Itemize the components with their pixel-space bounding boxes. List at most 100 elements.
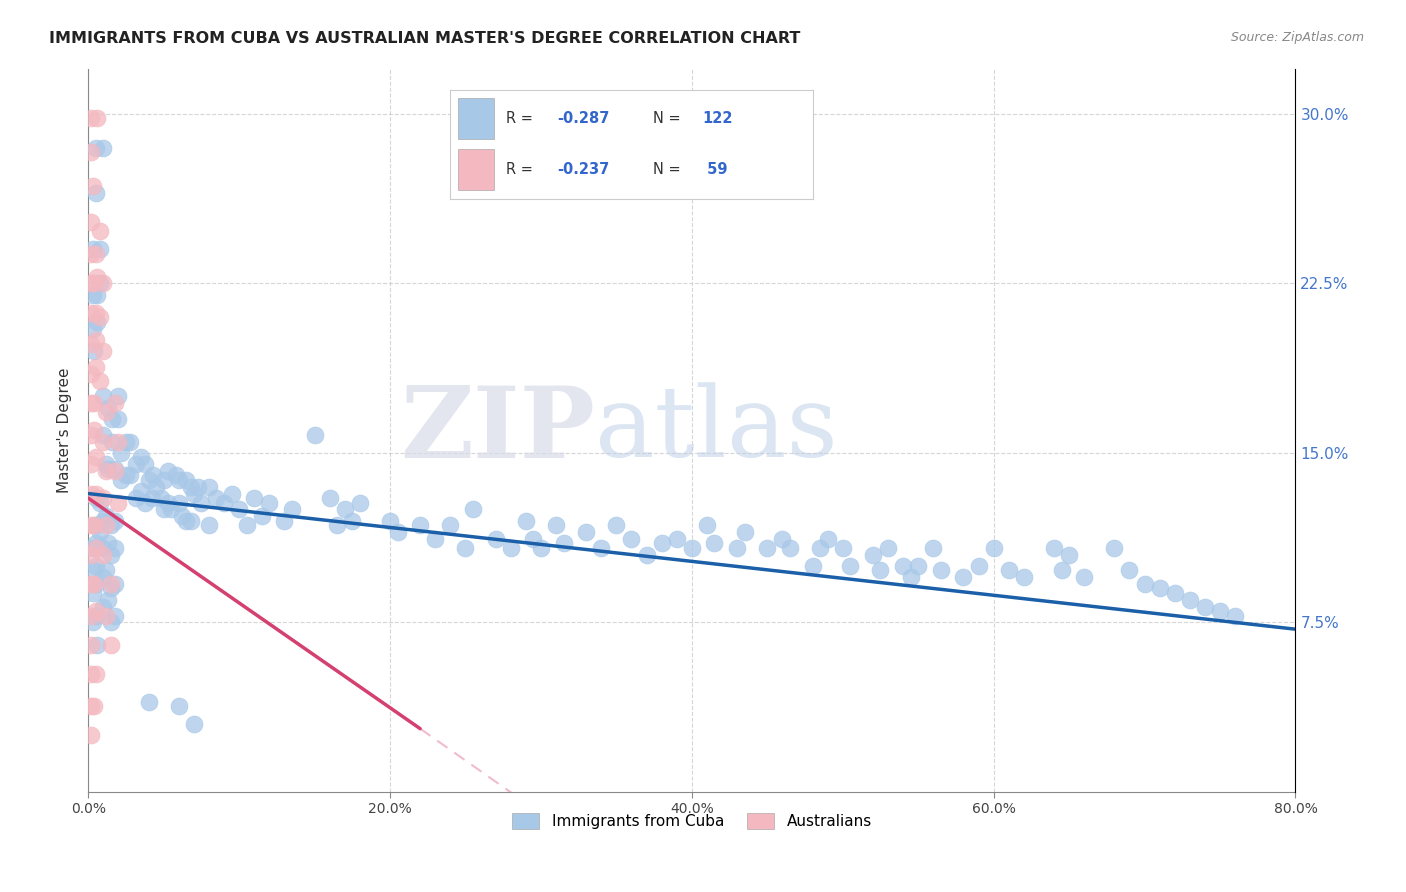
Point: [86, 287, 108, 301]
Point: [89, 524, 111, 539]
Point: [80, 427, 103, 442]
Text: Source: ZipAtlas.com: Source: ZipAtlas.com: [1230, 31, 1364, 45]
Point: [461, 502, 484, 516]
Point: [100, 548, 122, 562]
Point: [770, 532, 793, 546]
Point: [80, 457, 103, 471]
Point: [167, 699, 190, 714]
Text: ZIP: ZIP: [401, 382, 595, 479]
Point: [326, 518, 349, 533]
Point: [152, 502, 174, 516]
Point: [138, 473, 160, 487]
Point: [80, 337, 103, 351]
Point: [84, 608, 107, 623]
Text: IMMIGRANTS FROM CUBA VS AUSTRALIAN MASTER'S DEGREE CORRELATION CHART: IMMIGRANTS FROM CUBA VS AUSTRALIAN MASTE…: [49, 31, 800, 46]
Point: [877, 541, 900, 555]
Point: [96, 518, 118, 533]
Point: [591, 541, 613, 555]
Point: [665, 532, 688, 546]
Point: [205, 491, 228, 505]
Point: [96, 464, 118, 478]
Point: [180, 480, 202, 494]
Point: [80, 306, 103, 320]
Point: [84, 536, 107, 550]
Point: [80, 667, 103, 681]
Point: [183, 717, 205, 731]
Point: [83, 396, 105, 410]
Point: [756, 541, 779, 555]
Point: [129, 484, 152, 499]
Point: [831, 541, 853, 555]
Point: [89, 277, 111, 291]
Point: [212, 495, 235, 509]
Point: [1012, 570, 1035, 584]
Point: [86, 112, 108, 126]
Point: [605, 518, 627, 533]
Point: [91, 541, 114, 555]
Point: [651, 536, 673, 550]
Point: [84, 141, 107, 155]
Point: [115, 434, 138, 449]
Point: [929, 563, 952, 577]
Point: [96, 563, 118, 577]
Point: [134, 457, 156, 471]
Point: [80, 518, 103, 533]
Point: [84, 333, 107, 347]
Point: [125, 491, 148, 505]
Point: [84, 577, 107, 591]
Point: [696, 518, 718, 533]
Point: [129, 450, 152, 465]
Point: [89, 310, 111, 325]
Point: [515, 514, 537, 528]
Point: [84, 604, 107, 618]
Point: [378, 514, 401, 528]
Point: [100, 577, 122, 591]
Point: [318, 491, 340, 505]
Point: [104, 514, 127, 528]
Point: [83, 277, 105, 291]
Point: [84, 558, 107, 573]
Point: [187, 480, 209, 494]
Point: [89, 374, 111, 388]
Point: [83, 699, 105, 714]
Point: [84, 491, 107, 505]
Point: [80, 638, 103, 652]
Point: [83, 577, 105, 591]
Point: [454, 541, 477, 555]
Point: [425, 532, 447, 546]
Point: [82, 243, 104, 257]
Point: [91, 491, 114, 505]
Point: [107, 389, 129, 403]
Point: [97, 401, 120, 415]
Text: atlas: atlas: [595, 383, 838, 478]
Point: [439, 518, 461, 533]
Point: [80, 367, 103, 381]
Point: [82, 586, 104, 600]
Point: [91, 344, 114, 359]
Point: [952, 570, 974, 584]
Point: [80, 728, 103, 742]
Point: [734, 524, 756, 539]
Point: [1209, 604, 1232, 618]
Point: [84, 541, 107, 555]
Point: [97, 461, 120, 475]
Point: [862, 548, 884, 562]
Point: [100, 638, 122, 652]
Point: [107, 412, 129, 426]
Point: [1104, 541, 1126, 555]
Point: [82, 179, 104, 194]
Point: [409, 518, 432, 533]
Point: [273, 514, 295, 528]
Point: [91, 389, 114, 403]
Point: [104, 577, 127, 591]
Point: [80, 548, 103, 562]
Point: [779, 541, 801, 555]
Point: [83, 518, 105, 533]
Point: [110, 446, 132, 460]
Point: [235, 518, 257, 533]
Point: [725, 541, 748, 555]
Point: [575, 524, 598, 539]
Point: [157, 464, 180, 478]
Point: [84, 186, 107, 200]
Point: [1178, 592, 1201, 607]
